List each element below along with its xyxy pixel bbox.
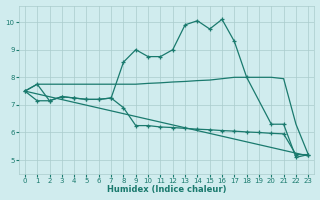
X-axis label: Humidex (Indice chaleur): Humidex (Indice chaleur) (107, 185, 226, 194)
